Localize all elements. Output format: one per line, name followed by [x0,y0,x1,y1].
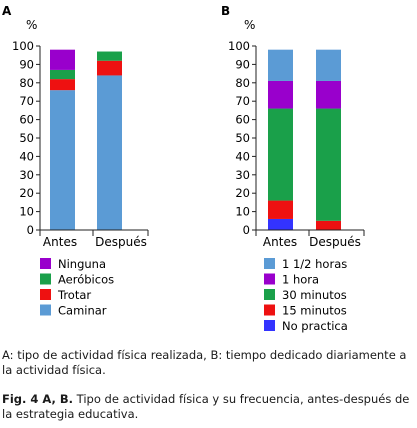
panel-b-y-tick-label-20: 20 [235,186,250,200]
panel-b-category-label-1: Después [309,235,361,249]
panel-b-legend-label-0: 1 1/2 horas [282,257,347,271]
panel-a-y-tick-label-90: 90 [19,57,34,71]
panel-b-y-tick-label-80: 80 [235,76,250,90]
panel-a-category-label-0: Antes [43,235,77,249]
panel-b-legend-label-1: 1 hora [282,273,319,287]
panel-a-legend-swatch-1 [40,273,51,285]
panel-a-y-axis-unit: % [26,18,37,32]
panel-a-bar-0-trotar [50,79,75,91]
panel-b-legend-swatch-2 [264,289,275,300]
panel-b-y-axis-unit: % [244,18,255,32]
panel-b-label: B [221,4,230,18]
panel-a-bar-1-trotar [97,60,122,76]
panel-a-y-tick-label-100: 100 [12,39,34,53]
panel-b-bar-1-1-hora [316,80,341,109]
panel-a-y-tick-label-40: 40 [19,149,34,163]
panel-b-bar-0-30-minutos [268,108,293,201]
panel-a-y-tick-label-70: 70 [19,94,34,108]
panel-a-bar-0-ninguna [50,49,75,70]
panel-b-category-label-0: Antes [263,235,297,249]
panel-a-legend-swatch-0 [40,258,51,269]
panel-a-bar-0-aer-bicos [50,69,75,80]
panel-b-y-tick-label-10: 10 [235,205,250,219]
caption-panels-text: A: tipo de actividad física realizada, B… [2,348,407,377]
panel-b-legend-swatch-4 [264,320,275,331]
panel-a-category-label-1: Después [95,235,147,249]
panel-b-y-tick-label-70: 70 [235,94,250,108]
panel-b-legend-label-4: No practica [282,319,348,333]
panel-b-legend-swatch-1 [264,273,275,285]
panel-b-bar-1-15-minutos [316,220,341,230]
panel-b-legend-label-3: 15 minutos [282,304,347,318]
panel-a-y-tick-label-60: 60 [19,113,34,127]
panel-b-bar-0-1-hora [268,80,293,109]
panel-a-y-tick-label-50: 50 [19,131,34,145]
panel-a-legend-swatch-2 [40,289,51,300]
caption-figure: Fig. 4 A, B. Tipo de actividad física y … [2,392,414,422]
panel-a-bar-1-caminar [97,75,122,230]
panel-b-legend-swatch-3 [264,304,275,316]
panel-a-y-tick-label-0: 0 [27,223,34,237]
panel-b-bar-1-1-1-2-horas [316,49,341,81]
panel-b-legend-swatch-0 [264,258,275,269]
panel-b-legend-label-2: 30 minutos [282,288,347,302]
caption-figure-text: Tipo de actividad física y su frecuencia… [2,392,410,421]
panel-a-bar-0-caminar [50,90,75,230]
panel-a-bar-1-aer-bicos [97,51,122,61]
panel-a-y-tick-label-10: 10 [19,205,34,219]
panel-b-y-tick-label-90: 90 [235,57,250,71]
caption-figure-label: Fig. 4 A, B. [2,392,74,406]
panel-a-legend-label-1: Aeróbicos [58,273,114,287]
panel-a-legend-label-3: Caminar [58,304,107,318]
panel-b-bar-0-no-practica [268,218,293,230]
panel-b-y-tick-label-0: 0 [243,223,250,237]
panel-b-bar-1-30-minutos [316,108,341,221]
panel-b-y-tick-label-100: 100 [228,39,250,53]
caption-panels: A: tipo de actividad física realizada, B… [2,348,414,378]
panel-a-legend-swatch-3 [40,304,51,316]
panel-b-bar-0-1-1-2-horas [268,49,293,81]
panel-b-y-tick-label-60: 60 [235,113,250,127]
panel-b-y-tick-label-50: 50 [235,131,250,145]
panel-a-y-tick-label-80: 80 [19,76,34,90]
panel-b-y-tick-label-30: 30 [235,168,250,182]
panel-a-legend-label-0: Ninguna [58,257,106,271]
panel-a-y-tick-label-30: 30 [19,168,34,182]
panel-a-legend-label-2: Trotar [57,288,91,302]
panel-a-y-tick-label-20: 20 [19,186,34,200]
panel-b-bar-0-15-minutos [268,200,293,219]
panel-b-y-tick-label-40: 40 [235,149,250,163]
panel-a-label: A [2,4,12,18]
